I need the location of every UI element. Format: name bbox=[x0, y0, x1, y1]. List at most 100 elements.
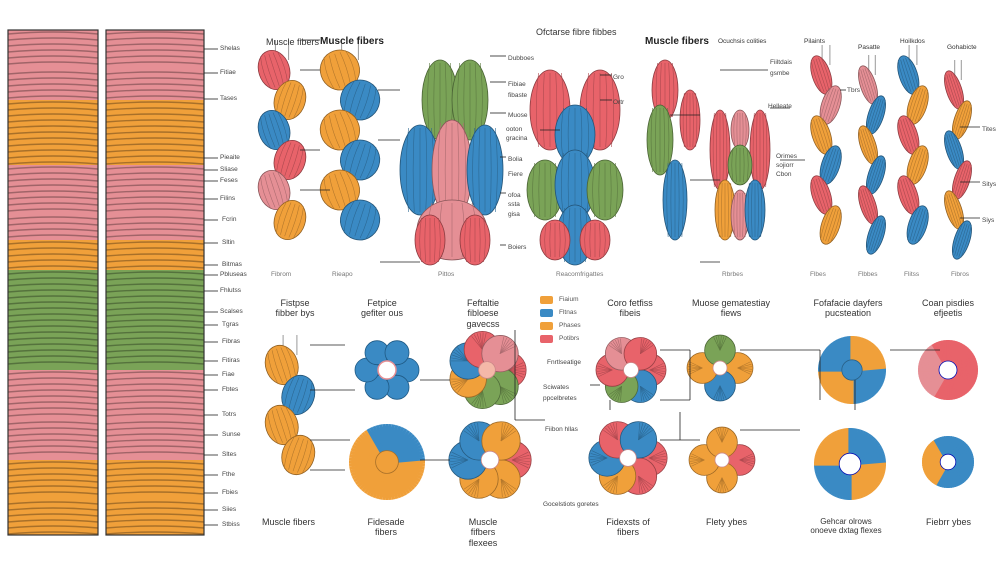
top-bundle-6-strand-1 bbox=[710, 110, 730, 190]
bottom-burst-4 bbox=[814, 428, 886, 500]
top-col2-label-3: Tases bbox=[220, 96, 237, 103]
bottom-col4-label-2: Sciwates bbox=[543, 385, 569, 392]
bottom-burst-4-center bbox=[839, 453, 861, 475]
legend-swatch-red bbox=[540, 335, 553, 343]
bottom-burst-3 bbox=[349, 424, 425, 500]
bottom-col2-label-12: Siies bbox=[222, 507, 236, 514]
bottom-flower-5-center bbox=[620, 450, 637, 467]
bottom-caption-6: Gehcar olrows onoeve dxtag flexes bbox=[806, 517, 886, 535]
bottom-col4-label-4: Fiibon hllas bbox=[545, 427, 578, 434]
top-col8-label-1: Tbrs bbox=[847, 88, 860, 95]
top-col7-label-5: sojiorr bbox=[776, 163, 794, 170]
bottom-title-1: Fistpse fibber bys bbox=[270, 298, 320, 319]
top-col7-label-6: Cbon bbox=[776, 172, 792, 179]
top-title-4: Muscle fibers bbox=[645, 36, 709, 48]
bottom-col2-label-1: Scalses bbox=[220, 309, 243, 316]
top-col10-label-2: Sitys bbox=[982, 182, 996, 189]
bottom-col2-label-13: Stbiss bbox=[222, 522, 240, 529]
top-bundle-6-strand-4 bbox=[728, 145, 752, 185]
top-title-5: Ocuchsis colities bbox=[718, 38, 766, 45]
top-col2-label-11: Pbluseas bbox=[220, 272, 247, 279]
top-bundle-8-strand bbox=[862, 214, 889, 257]
bottom-flower-2-center bbox=[624, 363, 639, 378]
top-col7-label-1: Fiiltdais bbox=[770, 60, 792, 67]
top-caption-6: Flbes bbox=[810, 271, 826, 278]
bottom-col4-label-1: Fnrtlseatige bbox=[547, 360, 581, 367]
top-col10-label-3: Siys bbox=[982, 218, 994, 225]
top-col7-label-2: gsmbe bbox=[770, 71, 790, 78]
top-caption-4: Reacomfrigattes bbox=[556, 271, 603, 278]
bottom-caption-2: Fidesade fibers bbox=[366, 517, 406, 538]
top-col7-label-4: Orimes bbox=[776, 154, 797, 161]
bottom-burst-2-center bbox=[939, 361, 957, 379]
top-caption-1: Fibrom bbox=[271, 271, 291, 278]
top-col4-label-8: Fiere bbox=[508, 172, 523, 179]
bottom-title-4: Coro fetfiss fibeis bbox=[606, 298, 654, 319]
top-caption-7: Flbbes bbox=[858, 271, 878, 278]
top-col2-label-12: Fhlutss bbox=[220, 288, 241, 295]
bottom-col2-label-3: Fibras bbox=[222, 339, 240, 346]
top-bundle-6-strand-7 bbox=[745, 180, 765, 240]
legend-swatch-orange bbox=[540, 296, 553, 304]
bottom-ring-1-center bbox=[378, 361, 396, 379]
bottom-burst-5-center bbox=[940, 454, 956, 470]
top-bundle-6-strand-2 bbox=[750, 110, 770, 190]
top-title-6: Pilaints bbox=[804, 38, 825, 45]
bottom-caption-1: Muscle fibers bbox=[262, 517, 315, 527]
bottom-col2-label-7: Totrs bbox=[222, 412, 236, 419]
bottom-caption-3: Muscle fifbers flexees bbox=[456, 517, 510, 548]
legend-label-1: Fiaium bbox=[559, 296, 579, 303]
legend-swatch-orange-2 bbox=[540, 322, 553, 330]
bottom-caption-5: Flety ybes bbox=[706, 517, 747, 527]
top-bundle-3-strand-7 bbox=[415, 215, 445, 265]
top-col5-label-1: Gro bbox=[613, 75, 624, 82]
left-fiber-column-2 bbox=[106, 30, 204, 535]
top-col4-label-2: Fibiae bbox=[508, 82, 526, 89]
top-col2-label-10: Bitmas bbox=[222, 262, 242, 269]
bottom-burst-1-ray bbox=[862, 367, 886, 369]
top-col4-label-7: Bolia bbox=[508, 157, 522, 164]
bottom-flower-5 bbox=[589, 422, 667, 495]
bottom-flower-3-center bbox=[713, 361, 727, 375]
top-title-3: Ofctarse fibre fibbes bbox=[536, 27, 617, 37]
top-bundle-4-strand-8 bbox=[540, 220, 570, 260]
top-col4-label-3: fibaste bbox=[508, 93, 527, 100]
bottom-col4-label-5: Gocelstiots goretes bbox=[543, 502, 599, 509]
bottom-title-2: Fetpice gefiter ous bbox=[360, 298, 404, 319]
top-caption-3: Pittos bbox=[438, 271, 454, 278]
bottom-caption-7: Fiebrr ybes bbox=[926, 517, 971, 527]
top-title-8: Hoilkdos bbox=[900, 38, 925, 45]
top-caption-9: Fibros bbox=[951, 271, 969, 278]
bottom-col2-label-4: Fitiras bbox=[222, 358, 240, 365]
left-fiber-column-1 bbox=[8, 30, 98, 535]
bottom-flower-6 bbox=[689, 427, 755, 493]
legend-label-3: Phases bbox=[559, 322, 581, 329]
top-col4-label-9: ofoa bbox=[508, 193, 521, 200]
left-fiber-column-2-band bbox=[106, 500, 204, 535]
bottom-col2-label-9: Sltes bbox=[222, 452, 236, 459]
top-caption-5: Rbrbes bbox=[722, 271, 743, 278]
top-col2-label-8: Fcrin bbox=[222, 217, 236, 224]
left-fiber-column-1-band bbox=[8, 130, 98, 165]
top-col2-label-1: Shelas bbox=[220, 46, 240, 53]
top-col10-label-1: Tites bbox=[982, 127, 996, 134]
bottom-flower-2 bbox=[596, 337, 666, 402]
top-col2-label-4: Pieaite bbox=[220, 155, 240, 162]
top-bundle-3-strand-5 bbox=[467, 125, 503, 215]
top-bundle-4-strand-9 bbox=[580, 220, 610, 260]
top-title-2: Muscle fibers bbox=[320, 36, 384, 48]
legend-label-2: Fltnas bbox=[559, 309, 577, 316]
bottom-flower-6-center bbox=[715, 453, 729, 467]
top-title-9: Gohabicte bbox=[947, 44, 977, 51]
color-legend: Fiaium Fltnas Phases Potibrs bbox=[540, 293, 581, 345]
bottom-title-3: Feftaltie fibloese gavecss bbox=[452, 298, 514, 329]
bottom-caption-4: Fidexsts of fibers bbox=[604, 517, 652, 538]
top-col2-label-6: Feses bbox=[220, 178, 238, 185]
top-col2-label-2: Fitiae bbox=[220, 70, 236, 77]
top-col2-label-9: Sltin bbox=[222, 240, 235, 247]
bottom-col2-label-2: Tgras bbox=[222, 322, 239, 329]
top-col4-label-11: gisa bbox=[508, 212, 520, 219]
top-col5-label-2: Ortr bbox=[613, 100, 624, 107]
top-col2-label-5: Sliase bbox=[220, 167, 238, 174]
top-caption-8: Flitss bbox=[904, 271, 919, 278]
